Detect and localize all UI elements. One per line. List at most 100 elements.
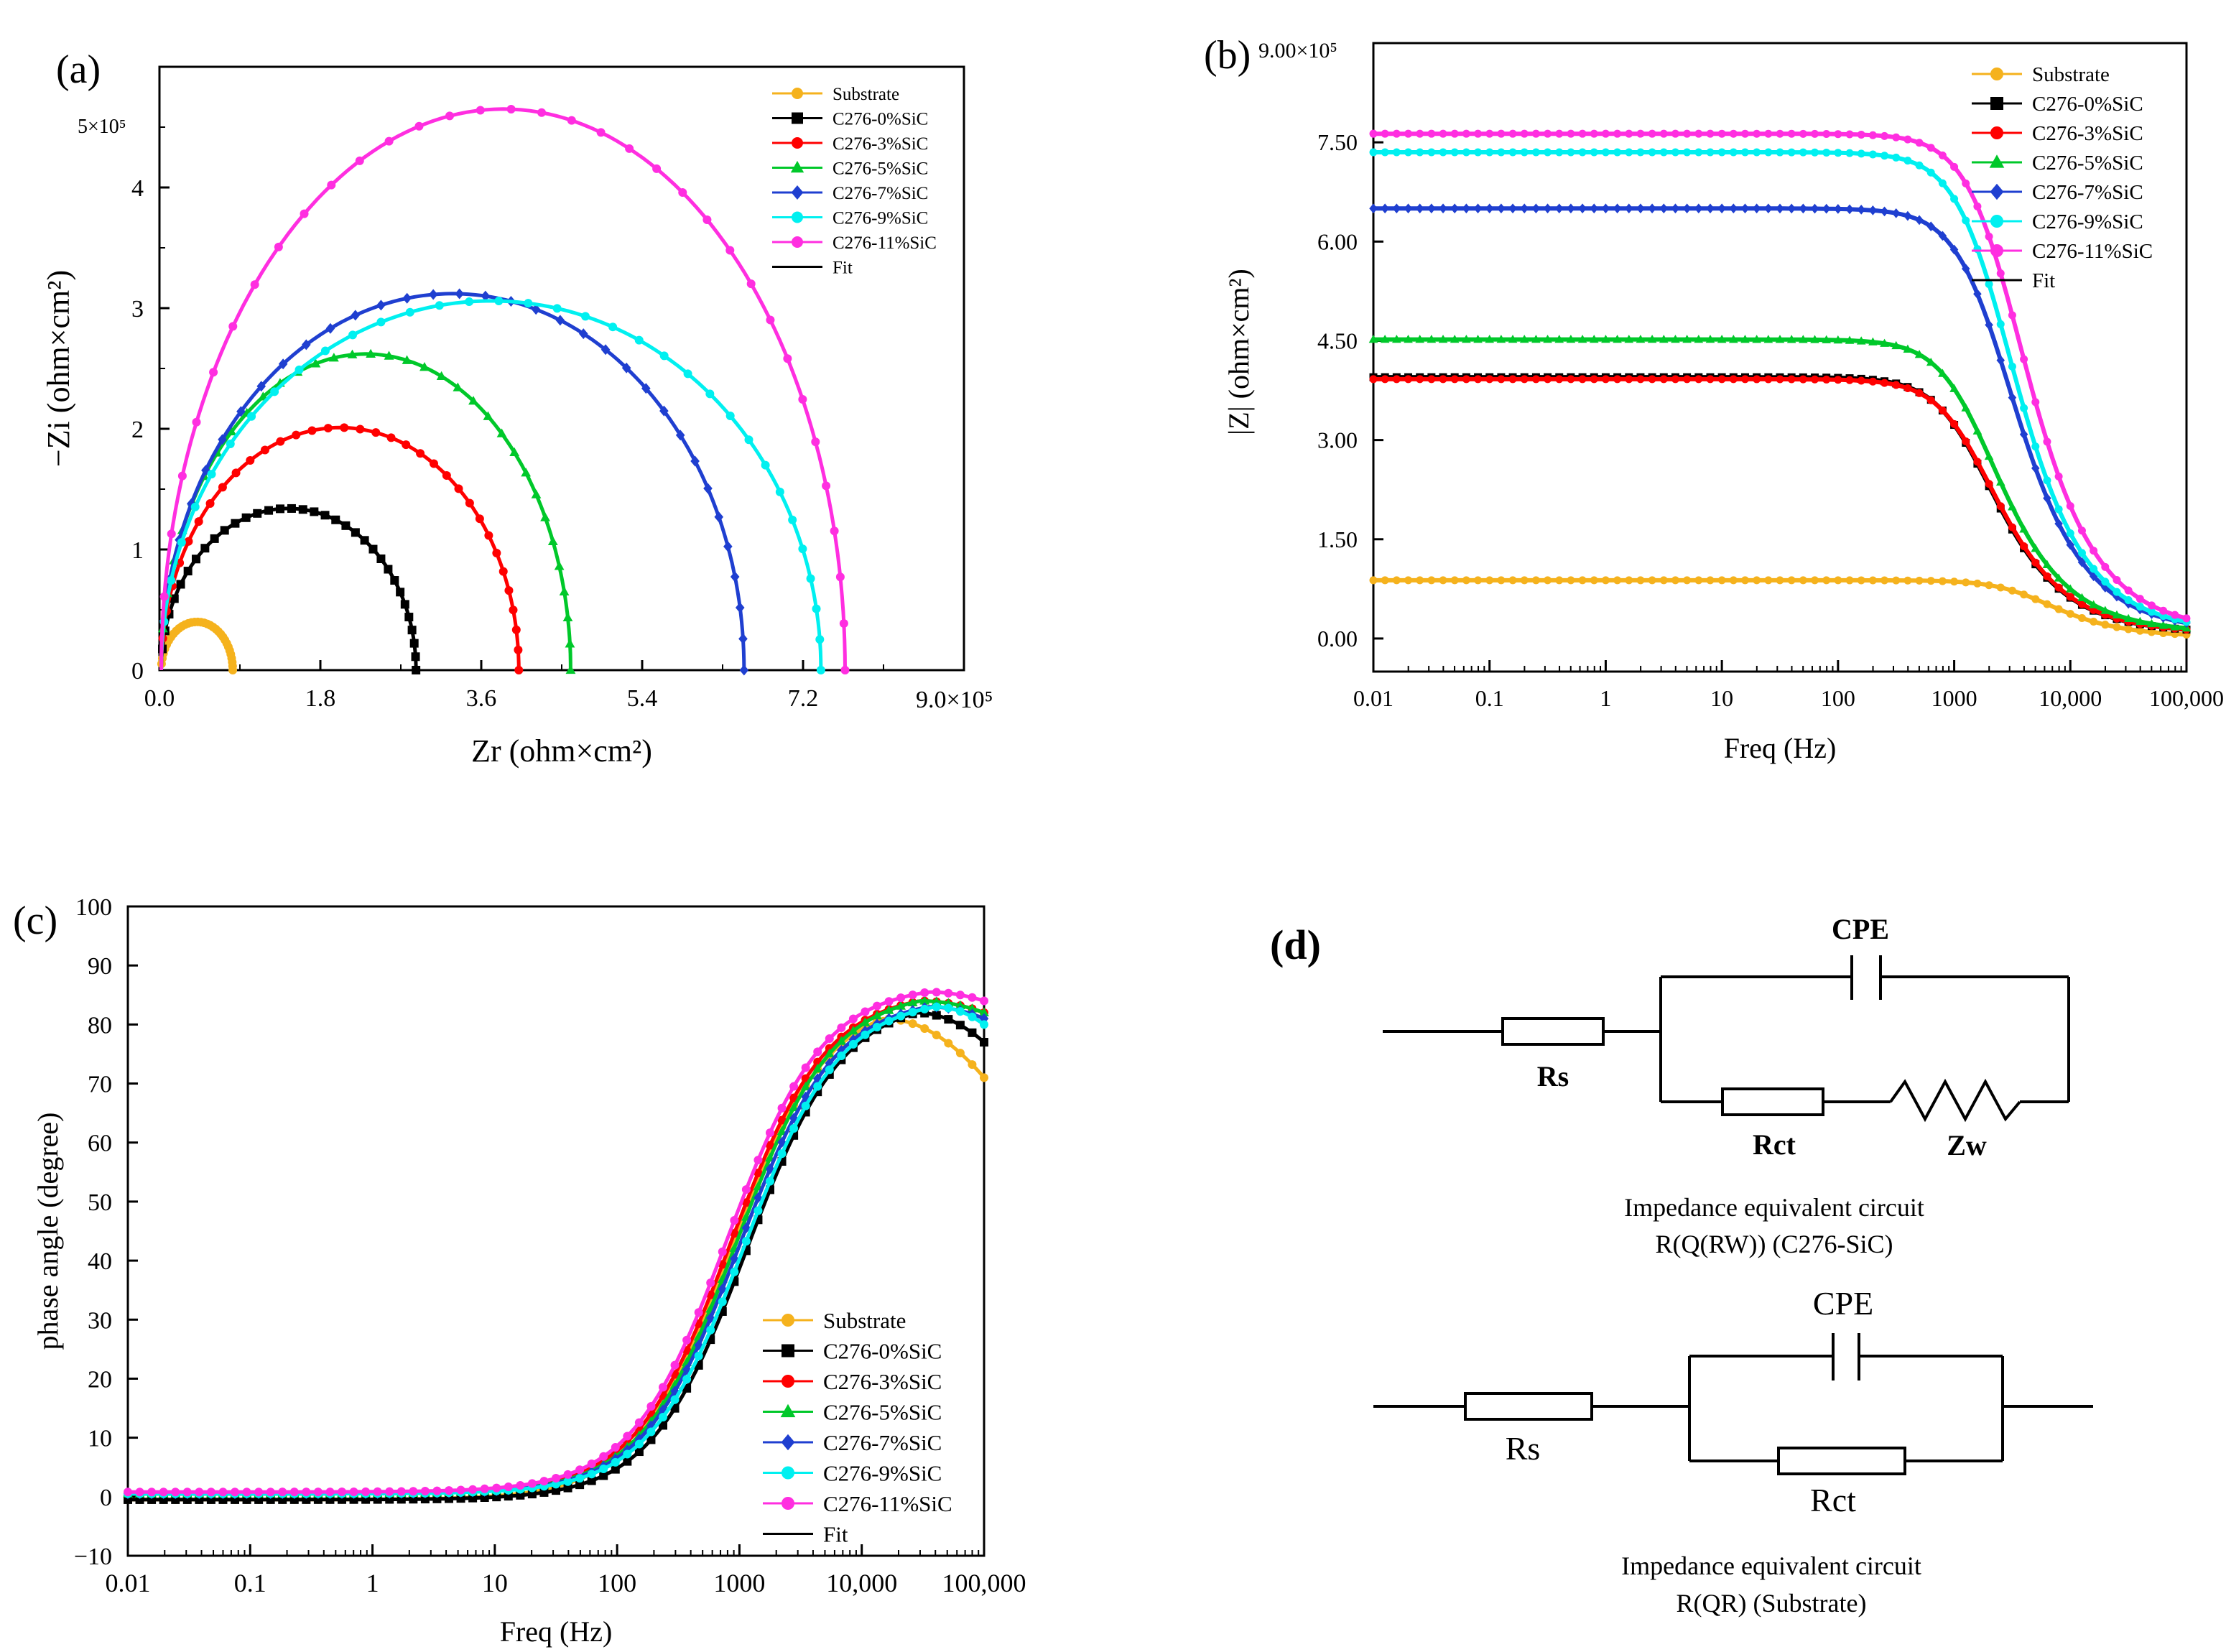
modulus-point <box>2077 593 2087 602</box>
phase-point <box>968 1012 977 1021</box>
modulus-point <box>2135 595 2144 603</box>
circuit-1 <box>1383 955 2070 1123</box>
nyquist-curve <box>159 506 418 671</box>
nyquist-point <box>404 613 414 622</box>
modulus-point <box>1833 335 1843 344</box>
nyquist-point <box>811 437 820 447</box>
nyquist-point <box>766 315 775 325</box>
phase-point <box>836 1036 847 1045</box>
nyquist-point <box>540 512 550 521</box>
legend-label: C276-7%SiC <box>823 1430 942 1455</box>
phase-point <box>432 1494 442 1503</box>
nyquist-point <box>368 544 378 554</box>
modulus-point <box>2077 526 2086 535</box>
modulus-point <box>1740 335 1750 343</box>
modulus-point <box>1601 129 1610 138</box>
modulus-point <box>1834 376 1842 384</box>
phase-point <box>409 1487 418 1496</box>
phase-point <box>182 1488 192 1497</box>
modulus-point <box>1787 375 1796 384</box>
modulus-point <box>1694 148 1703 157</box>
modulus-point <box>1508 375 1517 384</box>
modulus-point <box>1973 579 1982 588</box>
modulus-point <box>1892 381 1901 389</box>
modulus-point <box>1705 335 1715 343</box>
nyquist-point <box>659 351 669 361</box>
phase-point <box>396 1495 406 1504</box>
nyquist-point <box>310 358 321 368</box>
phase-point <box>623 1457 632 1466</box>
phase-point <box>932 1002 941 1011</box>
modulus-point <box>1811 148 1819 157</box>
x-tick-label-a: 1.8 <box>305 685 336 712</box>
legend-marker <box>782 1314 794 1327</box>
phase-point <box>420 1486 430 1495</box>
modulus-point <box>1962 216 1970 225</box>
nyquist-point <box>278 358 288 370</box>
modulus-point <box>1508 576 1517 585</box>
modulus-point <box>1810 335 1819 343</box>
phase-point <box>599 1464 608 1473</box>
nyquist-point <box>455 288 464 300</box>
modulus-point <box>1903 576 1912 585</box>
modulus-point <box>1706 129 1715 138</box>
phase-point <box>124 1495 132 1504</box>
modulus-point <box>1729 375 1738 384</box>
x-tick-label-a: 7.2 <box>788 685 819 712</box>
modulus-point <box>1473 203 1483 214</box>
phase-point <box>944 988 953 998</box>
nyquist-point <box>328 353 339 362</box>
nyquist-point <box>830 526 839 536</box>
nyquist-point <box>260 445 269 455</box>
phase-point <box>516 1480 525 1490</box>
modulus-point <box>2077 557 2087 567</box>
phase-point <box>325 1488 335 1497</box>
nyquist-point <box>348 330 358 340</box>
modulus-point <box>1369 148 1378 157</box>
phase-point <box>575 1465 585 1475</box>
modulus-point <box>1683 129 1692 138</box>
modulus-point <box>2182 614 2191 623</box>
phase-point <box>908 1008 917 1017</box>
modulus-point <box>2066 529 2074 537</box>
phase-point <box>824 1048 835 1058</box>
phase-point <box>777 1149 787 1159</box>
phase-point <box>611 1465 620 1474</box>
modulus-point <box>1671 203 1680 214</box>
nyquist-point <box>537 108 547 117</box>
modulus-point <box>1474 576 1483 585</box>
modulus-point <box>1915 139 1924 147</box>
modulus-point <box>1520 148 1529 157</box>
nyquist-point <box>552 304 562 313</box>
modulus-point <box>1938 151 1947 159</box>
modulus-point <box>2147 608 2156 616</box>
modulus-point <box>1740 129 1749 138</box>
phase-point <box>171 1488 180 1497</box>
nyquist-point <box>565 664 576 674</box>
modulus-point <box>1868 337 1878 345</box>
y-tick-label-c: 70 <box>88 1072 112 1098</box>
modulus-point <box>1671 129 1679 138</box>
phase-point <box>623 1431 632 1441</box>
phase-point <box>980 996 988 1006</box>
modulus-point <box>1717 576 1726 585</box>
modulus-point <box>1439 148 1447 157</box>
modulus-point <box>2008 523 2016 532</box>
modulus-point <box>1891 208 1901 218</box>
legend-marker <box>1990 126 2003 139</box>
modulus-point <box>1915 215 1924 226</box>
modulus-point <box>2065 584 2075 593</box>
modulus-point <box>2020 355 2028 363</box>
modulus-point <box>1462 203 1471 214</box>
modulus-point <box>2101 577 2110 586</box>
phase-point <box>884 1016 894 1026</box>
modulus-point <box>1950 162 1959 171</box>
modulus-point <box>2113 623 2121 631</box>
modulus-point <box>1636 203 1645 214</box>
c1-resistor-rs <box>1501 1017 1605 1046</box>
y-tick-label-c: 80 <box>88 1012 112 1039</box>
modulus-point <box>1497 576 1506 585</box>
phase-point <box>670 1386 680 1397</box>
phase-point <box>896 1001 906 1010</box>
modulus-point <box>1868 377 1877 386</box>
